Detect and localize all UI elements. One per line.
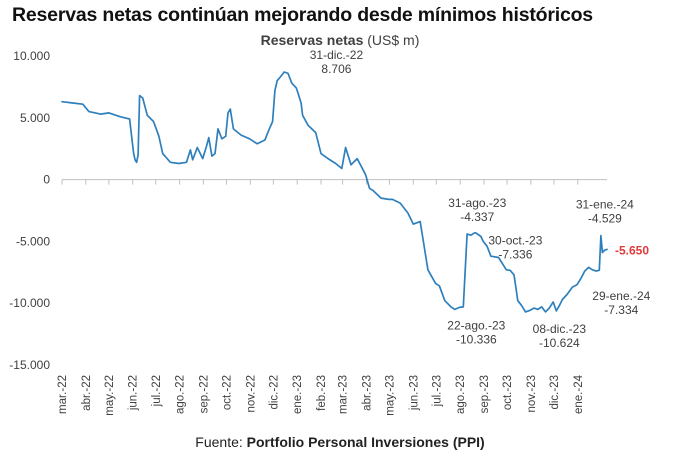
x-tick-label: mar.-22 [57, 375, 69, 414]
data-label: -5.650 [615, 243, 649, 257]
data-label: -4.337 [460, 210, 494, 224]
x-tick-label: nov.-22 [245, 375, 257, 413]
x-tick-label: jul.-23 [431, 375, 443, 407]
data-label: -4.529 [588, 212, 622, 226]
chart-title: Reservas netas continúan mejorando desde… [12, 4, 593, 26]
data-label: 8.706 [321, 62, 351, 76]
x-tick-label: may.-22 [104, 375, 116, 416]
x-tick-label: oct.-23 [502, 375, 514, 410]
x-tick-label: dic.-22 [268, 375, 280, 410]
y-tick-label: -5.000 [16, 234, 50, 248]
y-tick-label: -15.000 [9, 358, 50, 372]
data-label: 29-ene.-24 [592, 289, 650, 303]
data-label: 22-ago.-23 [447, 318, 505, 332]
source-note: Fuente: Portfolio Personal Inversiones (… [0, 434, 680, 450]
source-name: Portfolio Personal Inversiones (PPI) [246, 434, 485, 450]
data-label: 31-ago.-23 [448, 196, 506, 210]
x-tick-label: nov.-23 [526, 375, 538, 413]
x-tick-label: jun.-23 [408, 375, 420, 411]
data-label: -10.624 [539, 336, 580, 350]
y-tick-label: -10.000 [9, 296, 50, 310]
x-tick-label: ene.-23 [292, 375, 304, 414]
data-label: -7.334 [604, 303, 638, 317]
x-tick-label: abr.-23 [361, 375, 373, 411]
data-label: 31-ene.-24 [576, 198, 634, 212]
data-label: 31-dic.-22 [310, 48, 364, 62]
x-tick-label: abr.-22 [81, 375, 93, 411]
chart-subtitle-bold: Reservas netas [261, 32, 364, 48]
x-tick-label: ene.-24 [573, 374, 585, 414]
x-tick-label: may.-23 [384, 375, 396, 416]
source-prefix: Fuente: [195, 434, 243, 450]
series-line [61, 71, 608, 313]
y-tick-label: 10.000 [13, 49, 50, 63]
chart-subtitle: Reservas netas (US$ m) [261, 32, 420, 48]
data-label: -7.336 [498, 247, 532, 261]
x-tick-label: oct.-22 [221, 375, 233, 410]
x-tick-label: sep.-22 [198, 375, 210, 413]
x-tick-label: mar.-23 [338, 375, 350, 414]
y-tick-label: 0 [43, 173, 50, 187]
y-tick-label: 5.000 [20, 111, 50, 125]
x-tick-label: sep.-23 [479, 375, 491, 413]
x-tick-label: ago.-23 [455, 375, 467, 414]
chart-subtitle-unit: (US$ m) [363, 32, 419, 48]
x-tick-label: ago.-22 [175, 375, 187, 414]
x-tick-label: jun.-22 [128, 375, 140, 411]
data-label: 30-oct.-23 [488, 233, 542, 247]
x-tick-label: feb.-23 [316, 375, 328, 411]
x-tick-label: jul.-22 [151, 375, 163, 407]
data-label: 08-dic.-23 [533, 322, 587, 336]
x-tick-label: dic.-23 [549, 375, 561, 410]
data-label: -10.336 [456, 332, 497, 346]
